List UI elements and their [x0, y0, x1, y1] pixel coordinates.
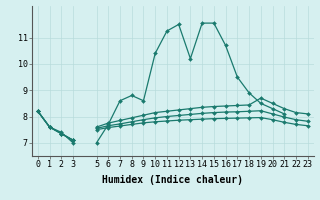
X-axis label: Humidex (Indice chaleur): Humidex (Indice chaleur): [102, 175, 243, 185]
